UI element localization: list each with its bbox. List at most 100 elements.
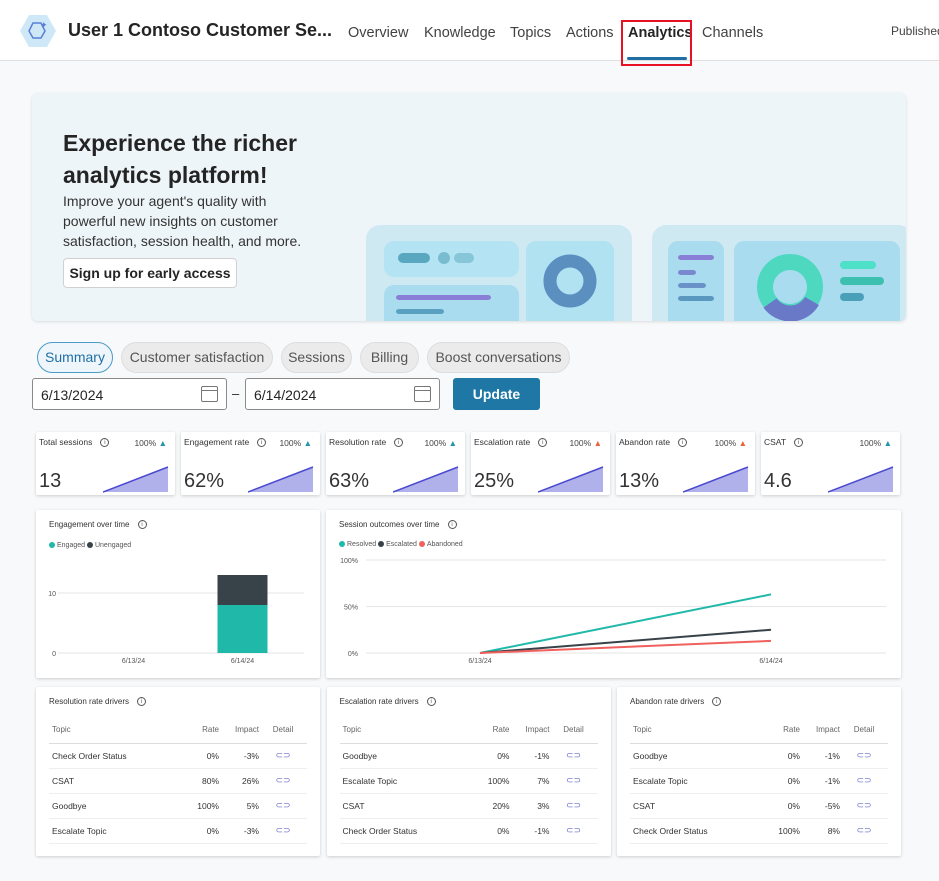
tab-billing[interactable]: Billing [360, 342, 419, 373]
calendar-icon[interactable] [201, 386, 218, 402]
impact-cell: -1% [800, 743, 840, 769]
publish-status: Published [891, 24, 939, 38]
kpi-title: Resolution rate [329, 437, 387, 447]
column-header-rate[interactable]: Rate [760, 717, 800, 744]
info-icon[interactable]: i [137, 697, 147, 707]
nav-knowledge[interactable]: Knowledge [424, 25, 496, 41]
engagement-chart: 0 10 6/13/24 6/14/24 [48, 575, 304, 665]
detail-link-icon[interactable]: ⊂⊃ [565, 825, 582, 835]
topic-cell: Escalate Topic [339, 768, 470, 794]
impact-cell: -1% [800, 768, 840, 794]
nav-overview[interactable]: Overview [348, 25, 409, 41]
calendar-icon[interactable] [414, 386, 431, 402]
topic-cell: Escalate Topic [630, 768, 760, 794]
detail-link-icon[interactable]: ⊂⊃ [856, 775, 872, 785]
info-icon[interactable]: i [712, 697, 722, 707]
nav-topics[interactable]: Topics [510, 25, 552, 41]
column-header-detail[interactable]: Detail [259, 717, 307, 744]
legend-dot [49, 542, 55, 549]
info-icon[interactable]: i [257, 438, 267, 448]
nav-channels[interactable]: Channels [702, 25, 764, 41]
detail-link-icon[interactable]: ⊂⊃ [275, 775, 291, 785]
topic-cell: Check Order Status [339, 818, 470, 844]
table-title: Resolution rate drivers [49, 697, 130, 706]
info-icon[interactable]: i [394, 438, 404, 448]
kpi-sparkline [538, 466, 604, 493]
detail-link-icon[interactable]: ⊂⊃ [565, 775, 582, 785]
detail-link-icon[interactable]: ⊂⊃ [275, 750, 291, 760]
kpi-change: 100% [859, 438, 882, 448]
tab-sessions[interactable]: Sessions [281, 342, 352, 373]
impact-cell: 3% [509, 793, 550, 819]
end-date-value: 6/14/2024 [254, 387, 317, 403]
info-icon[interactable]: i [100, 438, 110, 448]
info-icon[interactable]: i [538, 438, 548, 448]
info-icon[interactable]: i [447, 520, 457, 530]
end-date-input[interactable]: 6/14/2024 [245, 378, 440, 410]
table-row: CSAT 80% 26% ⊂⊃ [49, 768, 307, 794]
tab-boost-conversations[interactable]: Boost conversations [427, 342, 570, 373]
info-icon[interactable]: i [678, 438, 688, 448]
detail-link-icon[interactable]: ⊂⊃ [856, 825, 872, 835]
kpi-value: 13 [39, 470, 62, 492]
column-header-detail[interactable]: Detail [549, 717, 598, 744]
column-header-topic[interactable]: Topic [339, 717, 470, 744]
line-escalated [479, 628, 772, 654]
impact-cell: 7% [509, 768, 550, 794]
start-date-input[interactable]: 6/13/2024 [32, 378, 227, 410]
info-icon[interactable]: i [426, 697, 436, 707]
column-header-detail[interactable]: Detail [840, 717, 888, 744]
kpi-sparkline [683, 466, 749, 493]
svg-text:✦: ✦ [40, 20, 48, 30]
topic-cell: Goodbye [630, 743, 760, 769]
kpi-card-engagement-rate: Engagement rate i 100% ▲ 62% [181, 432, 320, 495]
topic-cell: CSAT [630, 793, 760, 819]
kpi-change: 100% [569, 438, 592, 448]
kpi-sparkline [103, 466, 169, 493]
kpi-sparkline [248, 466, 314, 493]
column-header-rate[interactable]: Rate [179, 717, 219, 744]
session-outcomes-chart: 0% 50% 100% 6/13/24 6/14/24 [340, 558, 886, 665]
column-header-topic[interactable]: Topic [630, 717, 760, 744]
detail-link-icon[interactable]: ⊂⊃ [275, 800, 291, 810]
kpi-change: 100% [134, 438, 157, 448]
topic-cell: CSAT [339, 793, 470, 819]
table-row: Check Order Status 0% -1% ⊂⊃ [339, 818, 598, 844]
abandon-rate-drivers-table: Topic Rate Impact Detail Goodbye 0% -1% ⊂⊃ Escal… [630, 717, 888, 844]
column-header-impact[interactable]: Impact [219, 717, 259, 744]
impact-cell: -3% [219, 743, 259, 769]
column-header-impact[interactable]: Impact [800, 717, 840, 744]
legend-dot [86, 542, 93, 549]
column-header-impact[interactable]: Impact [509, 717, 550, 744]
y-tick-label: 0% [348, 651, 358, 658]
detail-link-icon[interactable]: ⊂⊃ [565, 800, 582, 810]
info-icon[interactable]: i [137, 520, 147, 530]
nav-analytics[interactable]: Analytics [628, 25, 693, 41]
detail-link-icon[interactable]: ⊂⊃ [275, 825, 291, 835]
kpi-title: CSAT [764, 437, 787, 447]
column-header-topic[interactable]: Topic [49, 717, 179, 744]
table-row: CSAT 0% -5% ⊂⊃ [630, 793, 888, 819]
impact-cell: 5% [219, 793, 259, 819]
tab-summary[interactable]: Summary [37, 342, 113, 373]
update-button[interactable]: Update [453, 378, 540, 410]
escalation-rate-drivers-table: Topic Rate Impact Detail Goodbye 0% -1% ⊂⊃ Escal… [339, 717, 598, 844]
nav-actions[interactable]: Actions [566, 25, 614, 41]
column-header-rate[interactable]: Rate [469, 717, 510, 744]
sign-up-button[interactable]: Sign up for early access [63, 258, 237, 288]
detail-link-icon[interactable]: ⊂⊃ [565, 750, 582, 760]
kpi-change: 100% [279, 438, 302, 448]
rate-cell: 0% [469, 743, 510, 769]
chart-title: Session outcomes over time [339, 520, 440, 529]
abandon-rate-drivers-card: Abandon rate drivers i Topic Rate Impact Det… [617, 687, 901, 856]
detail-link-icon[interactable]: ⊂⊃ [856, 750, 872, 760]
tab-customer-satisfaction[interactable]: Customer satisfaction [121, 342, 273, 373]
kpi-card-abandon-rate: Abandon rate i 100% ▲ 13% [616, 432, 755, 495]
detail-link-icon[interactable]: ⊂⊃ [856, 800, 872, 810]
table-row: Goodbye 0% -1% ⊂⊃ [630, 743, 888, 769]
topic-cell: Escalate Topic [49, 818, 179, 844]
rate-cell: 100% [760, 818, 800, 844]
banner-body: Improve your agent's quality with powerf… [63, 193, 302, 249]
banner-heading: Experience the richer analytics platform… [63, 130, 297, 188]
info-icon[interactable]: i [794, 438, 804, 448]
